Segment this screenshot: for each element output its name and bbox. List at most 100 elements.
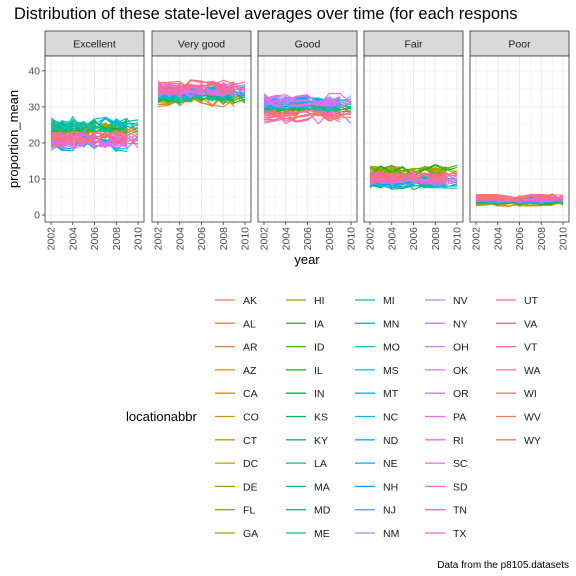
series-line-RI xyxy=(157,84,235,97)
x-tick-label: 2002 xyxy=(153,227,165,251)
x-tick-label: 2010 xyxy=(558,227,570,251)
legend-label: TN xyxy=(453,505,467,517)
legend-item-AR: AR xyxy=(215,342,258,354)
x-tick-label: 2008 xyxy=(324,227,336,251)
y-tick-label: 20 xyxy=(28,138,40,150)
facet-panel-good: Good 2002 2004 2006 2008 2010 xyxy=(257,30,358,250)
facet-strip-label: Excellent xyxy=(73,39,116,51)
legend-item-GA: GA xyxy=(215,528,258,540)
series-line-WY xyxy=(476,194,564,202)
x-tick-label: 2004 xyxy=(174,227,186,251)
facet-strip-label: Poor xyxy=(508,39,531,51)
series-line-SD xyxy=(263,92,352,107)
series-line-WY xyxy=(370,171,447,183)
series-line-VT xyxy=(157,79,246,95)
legend-label: MT xyxy=(383,388,399,400)
legend-title: locationabbr xyxy=(126,409,197,424)
y-axis: 0 10 20 30 40 xyxy=(28,65,45,222)
legend-label: ID xyxy=(314,342,325,354)
facet-strip xyxy=(44,30,145,57)
x-tick-label: 2010 xyxy=(133,227,145,251)
x-axis: 2002 2004 2006 2008 2010 xyxy=(46,222,145,250)
facet-strip xyxy=(151,30,252,57)
legend-label: NH xyxy=(383,481,398,493)
legend-label: AL xyxy=(243,318,256,330)
x-tick-label: 2004 xyxy=(67,227,79,251)
x-tick-label: 2006 xyxy=(196,227,208,251)
x-tick-label: 2008 xyxy=(111,227,123,251)
legend-item-WV: WV xyxy=(496,412,541,424)
series-line-WV xyxy=(263,110,352,121)
legend-label: WA xyxy=(524,365,541,377)
x-tick-label: 2006 xyxy=(89,227,101,251)
legend-item-IA: IA xyxy=(286,318,324,330)
legend-label: TX xyxy=(453,528,466,540)
series-line-WI xyxy=(263,109,341,120)
legend-item-MI: MI xyxy=(355,295,395,307)
legend-item-OK: OK xyxy=(425,365,468,377)
legend-label: FL xyxy=(243,505,255,517)
legend-item-ID: ID xyxy=(286,342,325,354)
x-axis: 2002 2004 2006 2008 2010 xyxy=(365,222,464,250)
series-line-WI xyxy=(369,172,447,182)
series-line-VA xyxy=(157,81,246,93)
legend-label: KS xyxy=(314,412,328,424)
x-tick-label: 2008 xyxy=(536,227,548,251)
x-tick-label: 2004 xyxy=(492,227,504,251)
facet-panel-poor: Poor 2002 2004 2006 2008 2010 xyxy=(469,30,570,251)
legend-label: ND xyxy=(383,435,399,447)
x-tick-label: 2002 xyxy=(259,227,271,251)
series-line-WY xyxy=(50,129,139,144)
legend-label: CA xyxy=(243,388,258,400)
y-axis-title: proportion_mean xyxy=(6,90,21,188)
series-line-RI xyxy=(263,94,341,106)
legend-label: SD xyxy=(453,481,468,493)
series-line-WI xyxy=(157,81,235,95)
facet-strip-label: Very good xyxy=(178,39,225,51)
series-line-VA xyxy=(50,132,128,148)
series-lines xyxy=(50,115,139,153)
legend-label: HI xyxy=(314,295,325,307)
legend-item-ND: ND xyxy=(355,435,399,447)
legend-item-NM: NM xyxy=(355,528,399,540)
facet-strip xyxy=(469,30,570,57)
legend-label: OH xyxy=(453,342,469,354)
legend-item-IN: IN xyxy=(286,388,325,400)
series-line-MN xyxy=(50,117,128,131)
legend-item-PA: PA xyxy=(425,412,466,424)
series-line-MS xyxy=(50,117,139,130)
legend-item-NV: NV xyxy=(425,295,468,307)
legend-item-FL: FL xyxy=(215,505,255,517)
legend-item-VA: VA xyxy=(496,318,537,330)
legend-label: NY xyxy=(453,318,468,330)
legend-label: RI xyxy=(453,435,464,447)
legend-label: NV xyxy=(453,295,468,307)
series-line-WV xyxy=(369,172,447,181)
legend-item-RI: RI xyxy=(425,435,464,447)
legend-item-MO: MO xyxy=(355,342,400,354)
series-line-WA xyxy=(369,171,458,179)
legend-item-TX: TX xyxy=(425,528,466,540)
legend-label: LA xyxy=(314,458,327,470)
legend-label: MO xyxy=(383,342,400,354)
legend-item-UT: UT xyxy=(496,295,539,307)
facet-panel-very-good: Very good 2002 2004 2006 2008 2010 xyxy=(151,30,252,251)
legend-label: MD xyxy=(314,505,331,517)
legend-label: WV xyxy=(524,412,541,424)
x-tick-label: 2010 xyxy=(452,227,464,251)
series-line-MD xyxy=(263,102,341,112)
panel-grid xyxy=(258,56,357,222)
legend-label: DE xyxy=(243,481,258,493)
series-line-UT xyxy=(263,110,341,124)
legend-label: PA xyxy=(453,412,466,424)
legend-label: MN xyxy=(383,318,399,330)
legend-item-MN: MN xyxy=(355,318,399,330)
series-line-WV xyxy=(157,79,235,95)
legend-item-DC: DC xyxy=(215,458,259,470)
series-line-WV xyxy=(50,130,138,145)
legend-item-LA: LA xyxy=(286,458,327,470)
x-tick-label: 2004 xyxy=(386,227,398,251)
x-axis: 2002 2004 2006 2008 2010 xyxy=(259,222,358,250)
legend-item-IL: IL xyxy=(286,365,323,377)
